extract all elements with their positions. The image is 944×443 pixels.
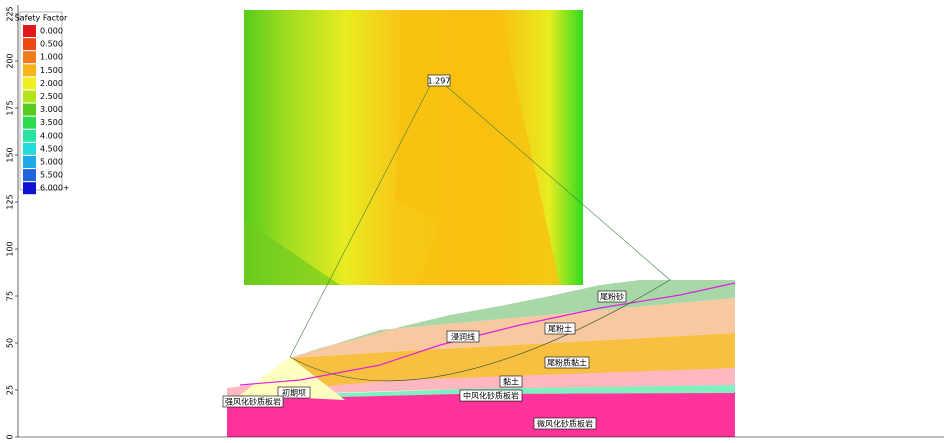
y-tick-label: 0 xyxy=(6,434,15,439)
legend-label: 2.000 xyxy=(40,79,63,88)
y-tick-label: 50 xyxy=(6,338,15,348)
legend-swatch xyxy=(23,116,36,129)
min-factor: 1.297 xyxy=(428,77,451,86)
y-tick-label: 150 xyxy=(6,147,15,162)
legend-title: Safety Factor xyxy=(15,14,68,23)
center-line xyxy=(289,79,434,358)
label-box xyxy=(459,389,523,402)
legend-swatch xyxy=(23,103,36,116)
layer-labels: 尾粉砂 尾粉土 浸润线 尾粉质黏土 黏土 初期坝 中风化砂质板岩 强风化砂质板岩… xyxy=(222,290,627,430)
layer-label: 初期坝 xyxy=(282,388,306,398)
legend-label: 5.000 xyxy=(40,158,63,167)
legend-swatch xyxy=(23,169,36,182)
legend-swatch xyxy=(23,129,36,142)
legend-label: 5.500 xyxy=(40,171,63,180)
layer-silty-clay xyxy=(290,333,735,388)
legend-swatch xyxy=(23,51,36,64)
legend-swatch xyxy=(23,77,36,90)
legend-label: 1.500 xyxy=(40,66,63,75)
legend-label: 4.000 xyxy=(40,131,63,140)
layer-label: 黏土 xyxy=(503,377,519,387)
label-box xyxy=(446,330,480,343)
legend-label: 4.500 xyxy=(40,144,63,153)
layer-label: 浸润线 xyxy=(451,332,475,342)
label-box xyxy=(597,290,627,303)
phreatic-line xyxy=(239,282,736,386)
legend-label: 6.000+ xyxy=(40,184,70,193)
layer-label: 中风化砂质板岩 xyxy=(463,391,519,401)
legend-swatch xyxy=(23,182,36,195)
layer-slight-slate xyxy=(227,392,735,437)
legend-swatch xyxy=(23,156,36,168)
layer-label: 尾粉砂 xyxy=(600,292,624,302)
legend-label: 0.000 xyxy=(40,27,63,36)
legend-swatch xyxy=(23,142,36,155)
y-tick-label: 25 xyxy=(6,385,15,395)
slip-circle xyxy=(289,279,671,382)
layer-label: 强风化砂质板岩 xyxy=(225,397,281,407)
layer-strong xyxy=(227,368,735,396)
legend-swatch xyxy=(23,25,36,37)
label-box xyxy=(544,322,576,335)
legend-label: 0.500 xyxy=(40,40,63,49)
label-box xyxy=(499,375,523,388)
starter-dam xyxy=(240,357,345,400)
legend-label: 3.000 xyxy=(40,105,63,114)
legend-swatch xyxy=(23,38,36,51)
label-box xyxy=(544,356,590,369)
y-tick-label: 175 xyxy=(6,100,15,115)
y-tick-label: 75 xyxy=(6,291,15,301)
y-tick-label: 125 xyxy=(6,194,15,209)
legend-label: 1.000 xyxy=(40,53,63,62)
layer-label: 尾粉土 xyxy=(548,324,572,334)
center-line xyxy=(444,84,671,281)
label-box xyxy=(427,74,451,87)
grid-corner xyxy=(244,220,340,285)
y-tick-label: 100 xyxy=(6,241,15,256)
legend-swatch xyxy=(23,64,36,77)
layer-label: 微风化砂质板岩 xyxy=(537,419,593,429)
label-box xyxy=(533,417,597,430)
y-tick-label: 200 xyxy=(6,53,15,68)
legend-label: 2.500 xyxy=(40,92,63,101)
label-box xyxy=(222,395,284,408)
layer-label: 尾粉质黏土 xyxy=(547,358,587,368)
label-box xyxy=(277,386,311,399)
legend-label: 3.500 xyxy=(40,118,63,127)
legend-swatch xyxy=(23,90,36,103)
layer-silt xyxy=(290,298,735,358)
y-tick-label: 225 xyxy=(6,6,15,21)
safety-grid xyxy=(244,10,583,285)
